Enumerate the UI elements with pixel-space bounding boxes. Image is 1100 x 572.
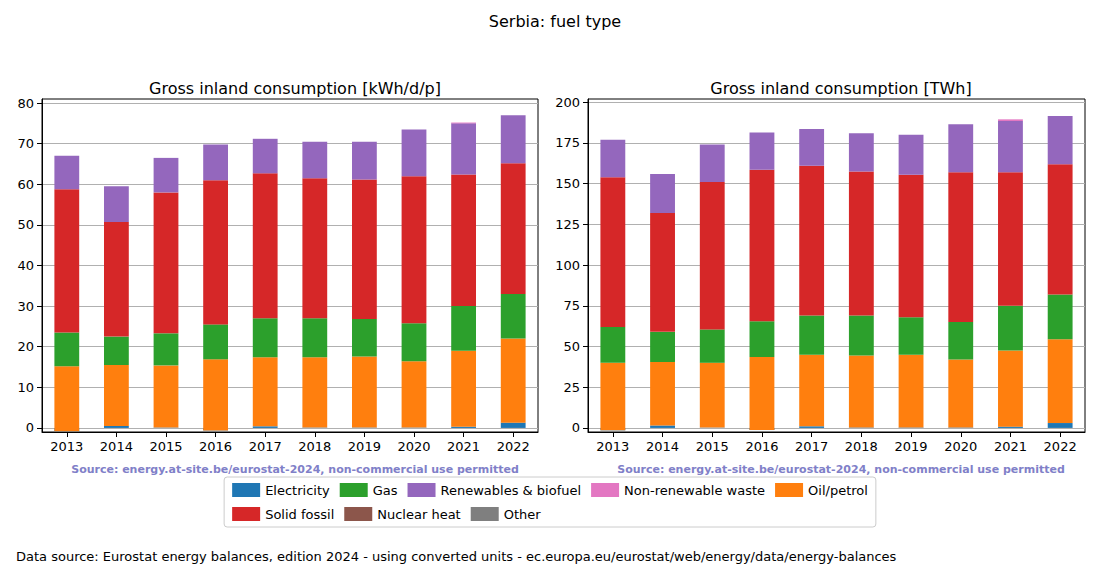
svg-text:2014: 2014 [100, 439, 133, 454]
svg-text:Gas: Gas [373, 483, 398, 498]
svg-text:2016: 2016 [199, 439, 232, 454]
svg-text:2021: 2021 [447, 439, 480, 454]
svg-text:175: 175 [555, 135, 580, 150]
svg-text:40: 40 [17, 258, 34, 273]
svg-text:30: 30 [17, 299, 34, 314]
svg-text:Renewables & biofuel: Renewables & biofuel [441, 483, 582, 498]
svg-text:2014: 2014 [646, 439, 679, 454]
svg-text:Source: energy.at-site.be/euro: Source: energy.at-site.be/eurostat-2024,… [71, 463, 519, 476]
svg-text:Oil/petrol: Oil/petrol [808, 483, 868, 498]
svg-text:Non-renewable waste: Non-renewable waste [624, 483, 765, 498]
svg-text:2022: 2022 [1044, 439, 1077, 454]
svg-text:60: 60 [17, 177, 34, 192]
svg-text:10: 10 [17, 380, 34, 395]
svg-text:Serbia: fuel type: Serbia: fuel type [489, 12, 621, 31]
svg-text:125: 125 [555, 217, 580, 232]
svg-text:2017: 2017 [249, 439, 282, 454]
svg-text:2015: 2015 [696, 439, 729, 454]
svg-text:2016: 2016 [745, 439, 778, 454]
svg-text:50: 50 [17, 217, 34, 232]
svg-text:Electricity: Electricity [265, 483, 330, 498]
svg-text:2015: 2015 [149, 439, 182, 454]
svg-text:2020: 2020 [944, 439, 977, 454]
svg-text:2020: 2020 [397, 439, 430, 454]
svg-text:2013: 2013 [596, 439, 629, 454]
svg-text:150: 150 [555, 176, 580, 191]
svg-text:2022: 2022 [497, 439, 530, 454]
svg-text:2013: 2013 [50, 439, 83, 454]
svg-text:Solid fossil: Solid fossil [265, 507, 334, 522]
svg-text:75: 75 [563, 298, 580, 313]
svg-text:Nuclear heat: Nuclear heat [377, 507, 460, 522]
svg-text:70: 70 [17, 136, 34, 151]
svg-text:Data source: Eurostat energy b: Data source: Eurostat energy balances, e… [16, 549, 897, 564]
svg-text:20: 20 [17, 339, 34, 354]
svg-text:2021: 2021 [994, 439, 1027, 454]
svg-text:0: 0 [26, 420, 34, 435]
svg-text:2017: 2017 [795, 439, 828, 454]
svg-text:Gross inland consumption [kWh/: Gross inland consumption [kWh/d/p] [149, 79, 441, 98]
svg-text:Gross inland consumption [TWh]: Gross inland consumption [TWh] [710, 79, 971, 98]
svg-text:50: 50 [563, 339, 580, 354]
svg-text:2018: 2018 [298, 439, 331, 454]
svg-text:100: 100 [555, 258, 580, 273]
svg-text:0: 0 [572, 420, 580, 435]
svg-text:200: 200 [555, 95, 580, 110]
svg-text:Other: Other [504, 507, 542, 522]
svg-text:80: 80 [17, 96, 34, 111]
svg-text:2019: 2019 [348, 439, 381, 454]
svg-text:25: 25 [563, 380, 580, 395]
svg-text:2019: 2019 [895, 439, 928, 454]
svg-text:2018: 2018 [845, 439, 878, 454]
svg-text:Source: energy.at-site.be/euro: Source: energy.at-site.be/eurostat-2024,… [617, 463, 1065, 476]
